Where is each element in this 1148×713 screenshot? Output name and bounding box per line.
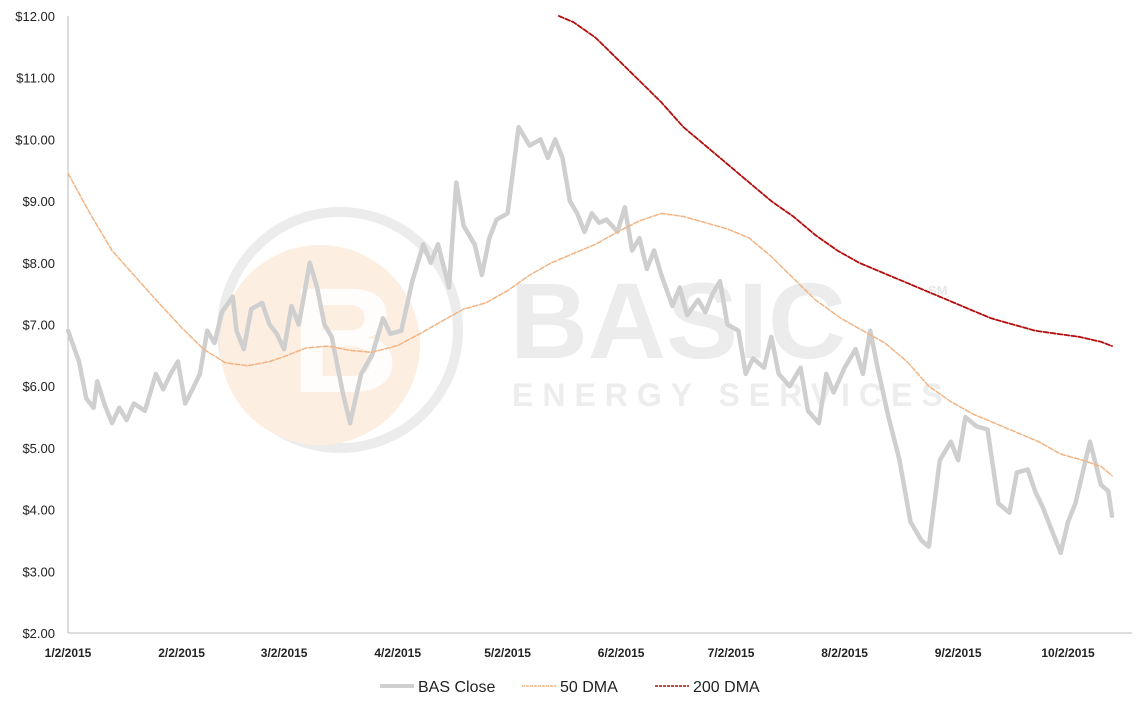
x-tick-label: 9/2/2015 [935,646,982,660]
y-tick-label: $10.00 [15,132,55,147]
x-tick-label: 10/2/2015 [1041,646,1095,660]
x-tick-label: 1/2/2015 [45,646,92,660]
x-tick-label: 6/2/2015 [598,646,645,660]
x-tick-label: 3/2/2015 [261,646,308,660]
legend-label: BAS Close [418,679,495,696]
series-lines [65,15,1115,556]
watermark: B BASIC SM ENERGY SERVICES [217,207,952,453]
x-tick-label: 5/2/2015 [484,646,531,660]
watermark-logo-disc [220,245,420,445]
y-tick-label: $8.00 [22,256,55,271]
series-line-50-dma [67,172,1113,477]
x-axis-ticks: 1/2/2015 2/2/2015 3/2/2015 4/2/2015 5/2/2015… [45,646,1095,660]
x-tick-label: 2/2/2015 [158,646,205,660]
y-tick-label: $7.00 [22,318,55,333]
x-tick-label: 4/2/2015 [374,646,421,660]
x-tick-label: 8/2/2015 [821,646,868,660]
legend: BAS Close 50 DMA 200 DMA [380,679,760,696]
watermark-brand: BASIC [510,260,846,381]
y-tick-label: $9.00 [22,194,55,209]
y-tick-label: $6.00 [22,379,55,394]
y-tick-label: $3.00 [22,564,55,579]
watermark-tagline: ENERGY SERVICES [512,377,952,413]
y-axis-ticks: $2.00 $3.00 $4.00 $5.00 $6.00 $7.00 $8.00 $9.00… [15,9,55,641]
y-tick-label: $11.00 [16,71,55,86]
y-tick-label: $2.00 [22,626,55,641]
legend-label: 200 DMA [693,679,760,696]
x-tick-label: 7/2/2015 [708,646,755,660]
y-tick-label: $12.00 [15,9,55,24]
legend-label: 50 DMA [560,679,618,696]
series-line-bas-close [65,124,1115,556]
y-tick-label: $5.00 [22,441,55,456]
y-tick-label: $4.00 [22,503,55,518]
series-line-200-dma [558,15,1113,347]
